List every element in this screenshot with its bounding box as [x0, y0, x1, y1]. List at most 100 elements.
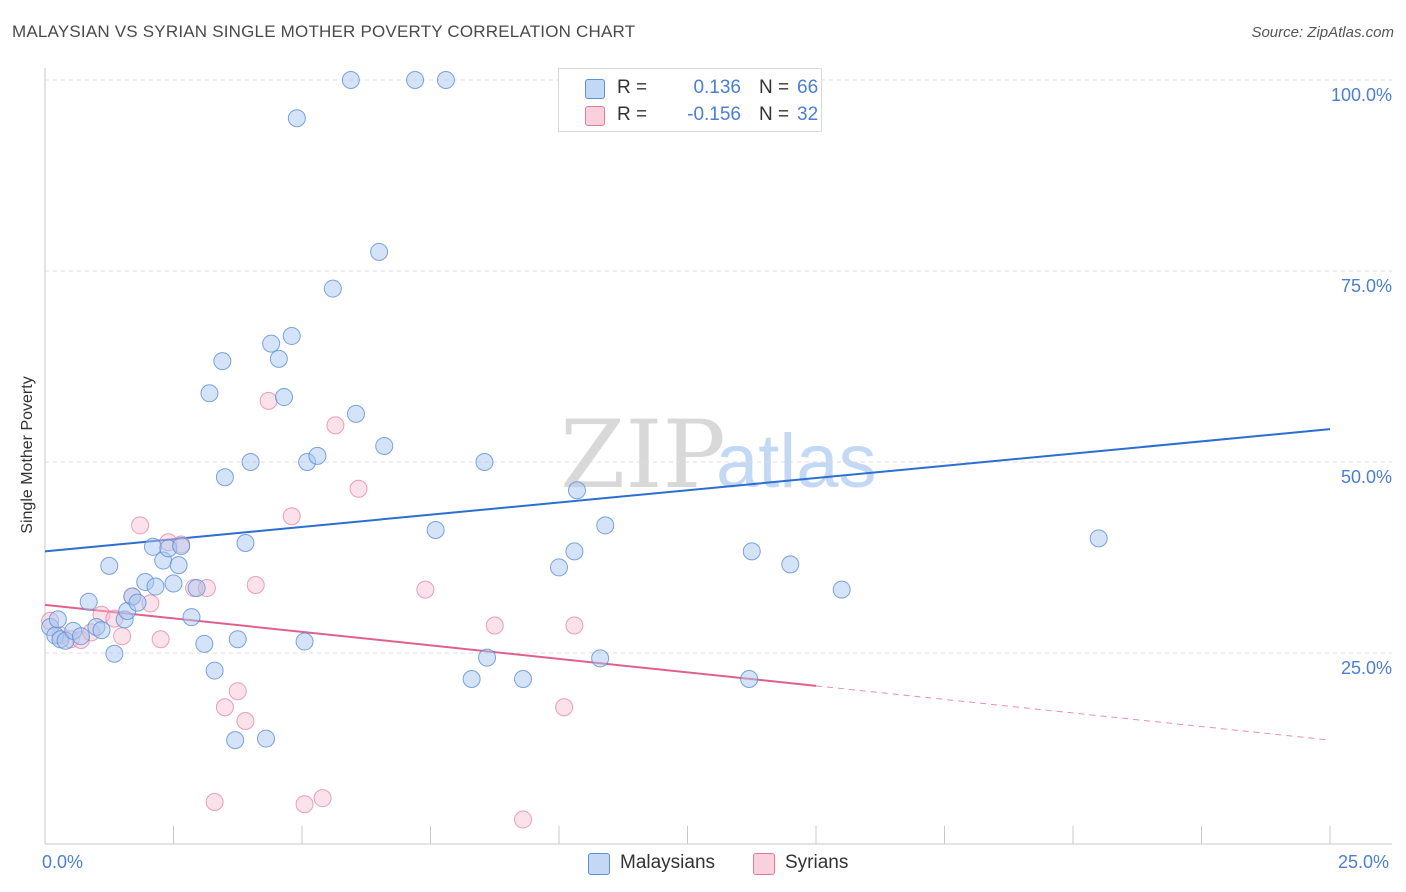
chart-title: MALAYSIAN VS SYRIAN SINGLE MOTHER POVERT…	[12, 22, 636, 41]
x-tick-0: 0.0%	[42, 852, 84, 872]
malaysian-point	[591, 649, 610, 668]
syrian-point	[205, 792, 224, 811]
malaysian-point	[100, 556, 119, 575]
malaysian-point	[375, 436, 394, 455]
syrian-swatch	[585, 106, 605, 126]
malaysian-point	[79, 592, 98, 611]
legend-label-syrians: Syrians	[785, 852, 849, 873]
malaysian-point	[275, 388, 294, 407]
malaysian-point	[92, 621, 111, 640]
malaysian-point	[567, 481, 586, 500]
legend-r-label: R =	[617, 104, 648, 125]
legend-n-label: N =	[759, 104, 790, 125]
malaysian-point	[262, 334, 281, 353]
malaysian-point	[781, 555, 800, 574]
syrian-point	[565, 616, 584, 635]
malaysian-point	[128, 593, 147, 612]
malaysian-point	[740, 669, 759, 688]
malaysian-point	[346, 404, 365, 423]
legend-n-value: 32	[797, 104, 819, 125]
malaysian-point	[200, 384, 219, 403]
malaysian-point	[241, 453, 260, 471]
legend-r-value: -0.156	[687, 104, 741, 125]
malaysian-point	[565, 542, 584, 561]
syrian-trendline-extension	[815, 685, 1331, 741]
syrian-point	[113, 627, 132, 646]
malaysian-point	[257, 729, 276, 748]
watermark-zip: ZIP	[560, 401, 726, 510]
syrian-point	[259, 391, 278, 410]
malaysian-point	[282, 326, 301, 345]
syrian-point	[131, 516, 150, 535]
y-tick-label: 75.0%	[1340, 276, 1392, 296]
y-tick-label: 25.0%	[1340, 658, 1392, 678]
malaysian-point	[269, 349, 288, 368]
malaysian-point	[187, 579, 206, 598]
malaysian-point	[48, 610, 67, 629]
malaysian-point	[182, 608, 201, 627]
syrian-trendline	[44, 603, 817, 687]
syrian-point	[349, 479, 368, 498]
malaysian-point	[426, 520, 445, 539]
malaysian-point	[478, 648, 497, 667]
syrian-point	[246, 576, 265, 595]
syrian-point	[236, 711, 255, 730]
watermark-atlas: atlas	[716, 419, 877, 504]
malaysian-point	[71, 627, 90, 646]
legend-n-value: 66	[797, 77, 819, 98]
malaysian-point	[228, 630, 247, 649]
syrian-point	[151, 630, 170, 649]
malaysian-point	[236, 533, 255, 552]
malaysian-point	[287, 109, 306, 128]
malaysian-point	[323, 279, 342, 298]
legend-r-label: R =	[617, 77, 648, 98]
syrian-point	[485, 616, 504, 635]
malaysian-point	[550, 558, 568, 577]
malaysian-point	[1089, 529, 1108, 548]
malaysian-point	[370, 242, 389, 261]
malaysian-point	[462, 669, 481, 688]
malaysian-point	[195, 634, 214, 653]
legend-label-malaysians: Malaysians	[620, 852, 716, 873]
malaysian-point	[436, 71, 455, 89]
syrian-point	[416, 580, 435, 599]
syrian-point	[313, 789, 332, 808]
correlation-legend: R = 0.136 N = 66 R = -0.156 N = 32	[558, 68, 822, 132]
malaysian-point	[742, 542, 761, 561]
syrian-point	[228, 682, 247, 701]
malaysian-point	[205, 661, 224, 680]
syrian-point	[215, 698, 234, 717]
malaysian-point	[832, 580, 851, 599]
syrian-point	[555, 698, 574, 717]
malaysian-swatch	[588, 853, 610, 875]
syrian-point	[514, 810, 533, 829]
malaysian-point	[406, 71, 425, 89]
syrian-point	[326, 416, 345, 435]
malaysian-point	[172, 537, 191, 556]
syrian-point	[282, 507, 301, 526]
malaysian-swatch	[585, 79, 605, 99]
legend-r-value: 0.136	[693, 77, 741, 98]
syrian-swatch	[753, 853, 775, 875]
malaysian-point	[169, 556, 188, 575]
syrian-point	[295, 795, 314, 814]
malaysian-point	[213, 352, 232, 371]
source-label: Source: ZipAtlas.com	[1251, 24, 1394, 41]
legend-n-label: N =	[759, 77, 790, 98]
malaysian-point	[295, 632, 314, 651]
x-tick-25: 25.0%	[1338, 852, 1390, 872]
malaysian-point	[226, 731, 245, 750]
malaysian-point	[514, 669, 533, 688]
y-tick-label: 50.0%	[1340, 467, 1392, 487]
malaysian-point	[341, 71, 360, 89]
malaysian-trendline	[44, 428, 1331, 553]
y-tick-label: 100.0%	[1330, 85, 1392, 105]
malaysian-point	[308, 446, 327, 465]
malaysian-point	[146, 577, 165, 596]
malaysian-point	[596, 516, 615, 535]
malaysian-point	[215, 468, 234, 487]
malaysian-point	[105, 644, 124, 663]
malaysian-point	[475, 453, 494, 471]
malaysian-point	[164, 574, 183, 593]
